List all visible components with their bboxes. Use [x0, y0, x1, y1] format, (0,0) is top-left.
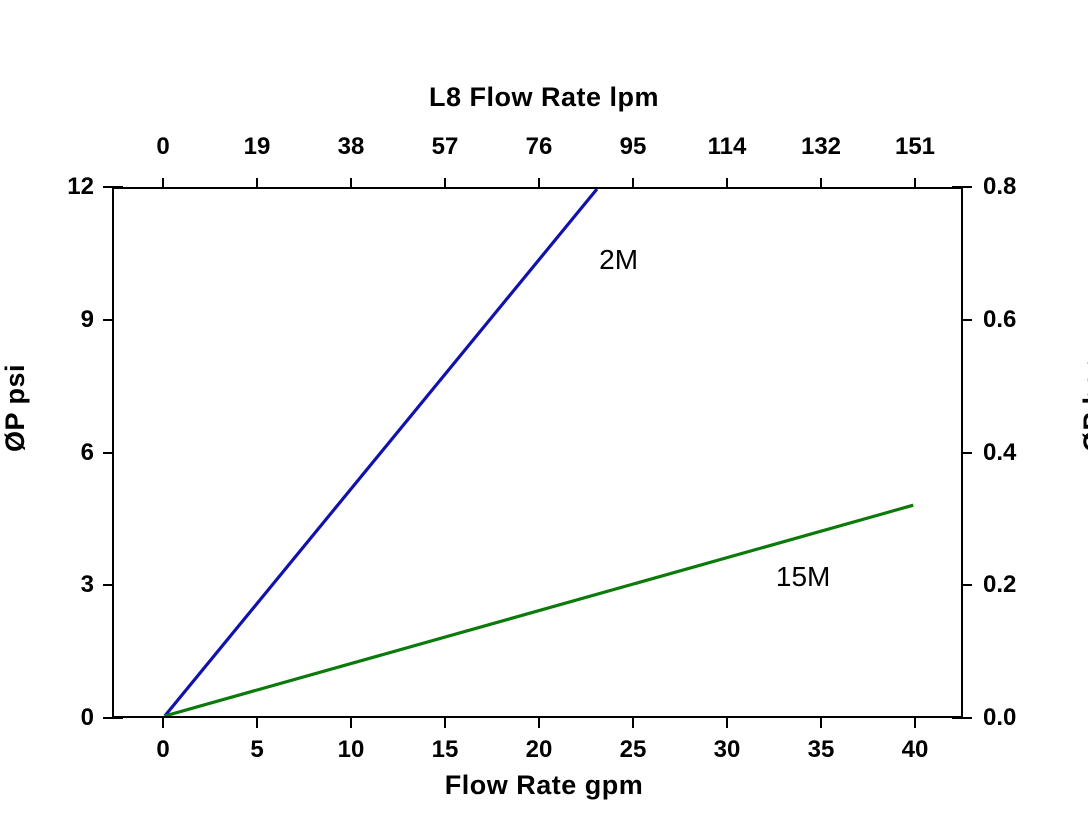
top-axis-tick-label: 114 — [707, 133, 747, 160]
right-axis-tick — [952, 717, 972, 719]
top-axis-tick-label: 19 — [243, 133, 271, 160]
right-axis-tick-label: 0.6 — [983, 305, 1017, 333]
bottom-axis-tick-label: 25 — [619, 736, 647, 763]
bottom-axis-tick-outer — [914, 719, 916, 728]
top-axis-tick-label: 151 — [894, 133, 936, 160]
bottom-axis-tick-label: 0 — [156, 736, 170, 763]
series-line-15m — [164, 503, 914, 716]
top-axis-title: L8 Flow Rate lpm — [428, 82, 660, 112]
top-axis-tick-label: 57 — [431, 133, 459, 160]
bottom-axis-tick-label: 15 — [431, 736, 459, 763]
bottom-axis-tick-outer — [820, 719, 822, 728]
bottom-axis-tick-outer — [256, 719, 258, 728]
left-axis-tick-label: 12 — [67, 173, 94, 200]
bottom-axis-tick-label: 20 — [525, 736, 553, 763]
top-axis-tick-label: 132 — [800, 133, 842, 160]
data-lines — [163, 189, 914, 716]
left-axis-tick — [103, 717, 123, 719]
right-axis-tick-label: 0.0 — [983, 704, 1017, 731]
top-axis-tick-label: 0 — [156, 133, 170, 160]
bottom-axis-tick-outer — [444, 719, 446, 728]
bottom-axis-title: Flow Rate gpm — [444, 770, 644, 800]
bottom-axis-tick-outer — [162, 719, 164, 728]
bottom-axis-tick-outer — [538, 719, 540, 728]
top-axis-tick-label: 38 — [337, 133, 365, 160]
series-label-15m: 15M — [775, 560, 831, 592]
bottom-axis-tick-label: 40 — [901, 736, 929, 763]
left-axis-tick-label: 3 — [80, 571, 94, 599]
right-axis-tick-label: 0.4 — [983, 438, 1017, 466]
left-axis-tick-label: 0 — [80, 704, 94, 731]
left-axis-tick-label: 6 — [80, 438, 94, 466]
bottom-axis-tick-label: 30 — [713, 736, 741, 763]
left-axis-tick-label: 9 — [80, 305, 94, 333]
plot-area — [112, 187, 963, 718]
top-axis-tick-label: 76 — [525, 133, 553, 160]
right-axis-tick-label: 0.8 — [983, 173, 1017, 200]
top-axis-tick-label: 95 — [619, 133, 647, 160]
bottom-axis-tick-label: 10 — [337, 736, 365, 763]
bottom-axis-tick-outer — [726, 719, 728, 728]
bottom-axis-tick-label: 35 — [807, 736, 835, 763]
bottom-axis-tick-outer — [632, 719, 634, 728]
series-line-2m — [163, 189, 599, 716]
series-label-2m: 2M — [599, 244, 639, 276]
bottom-axis-tick-label: 5 — [250, 736, 264, 763]
bottom-axis-tick-outer — [350, 719, 352, 728]
right-axis-tick-label: 0.2 — [983, 571, 1017, 599]
